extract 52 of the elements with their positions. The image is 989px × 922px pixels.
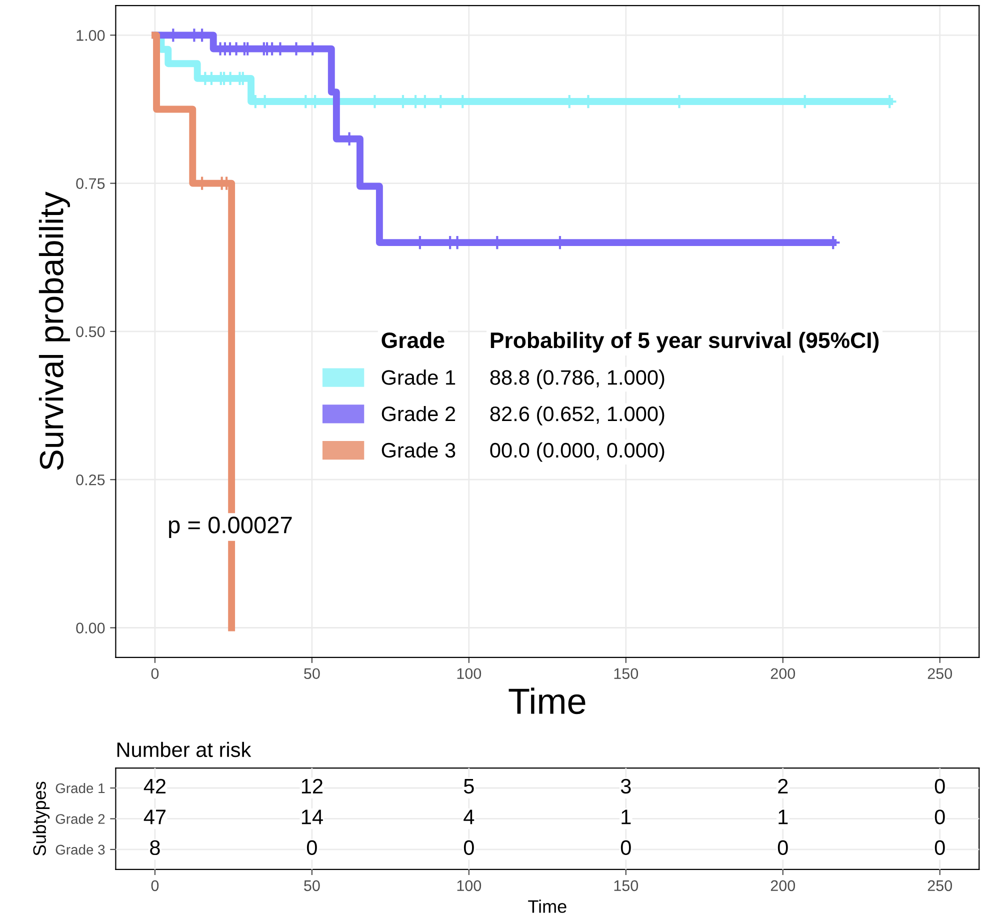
annotation: 88.8 (0.786, 1.000) [490,370,664,389]
y-tick-label: 0.00 [76,622,105,634]
x-tick-label: 250 [928,880,952,892]
data-label: 0 [620,840,631,856]
x-axis-title: Time [508,688,586,714]
x-tick-label: 150 [614,880,638,892]
legend-title: Grade [382,332,444,348]
data-label: 12 [302,778,322,794]
x-tick-label: 50 [304,880,320,892]
x-tick-label: 0 [151,668,159,680]
annotation: 82.6 (0.652, 1.000) [490,406,664,426]
x-tick-label: 200 [770,880,796,892]
legend-label: Grade 3 [382,442,456,458]
x-tick-label: 250 [928,668,952,680]
data-label: 4 [464,810,474,824]
x-tick-label: 100 [457,880,482,892]
annotation: Probability of 5 year survival (95%CI) [490,332,879,353]
data-label: 1 [778,810,788,824]
y-axis-title: Subtypes [32,782,50,856]
y-tick-label: Grade 2 [56,814,105,824]
annotation: p = 0.00027 [169,516,292,538]
y-tick-label: 1.00 [76,30,105,41]
chart-title: Number at risk [117,742,252,758]
x-axis-title: Time [528,900,566,913]
data-label: 0 [778,840,788,856]
annotation: 00.0 (0.000, 0.000) [490,442,664,462]
data-label: 2 [778,778,788,794]
y-axis-title: Survival probability [38,192,70,470]
x-tick-label: 100 [457,668,482,680]
y-tick-label: Grade 1 [56,782,105,794]
data-label: 42 [144,778,166,794]
x-tick-label: 50 [304,668,320,680]
data-label: 0 [934,840,945,856]
data-label: 5 [464,779,474,794]
legend-label: Grade 2 [382,406,456,422]
data-label: 1 [622,810,631,824]
x-tick-label: 0 [151,880,159,892]
data-label: 47 [144,810,166,824]
data-label: 0 [934,778,945,794]
y-tick-label: Grade 3 [56,844,105,855]
legend-label: Grade 1 [382,370,456,385]
y-tick-label: 0.25 [76,474,105,486]
data-label: 0 [934,810,945,824]
data-label: 14 [302,810,323,824]
y-tick-label: 0.75 [76,178,105,189]
data-label: 8 [150,840,160,856]
x-tick-label: 200 [770,668,796,680]
x-tick-label: 150 [614,668,638,680]
data-label: 0 [306,840,317,856]
y-tick-label: 0.50 [76,326,105,338]
data-label: 0 [464,840,474,856]
data-label: 3 [620,778,631,794]
